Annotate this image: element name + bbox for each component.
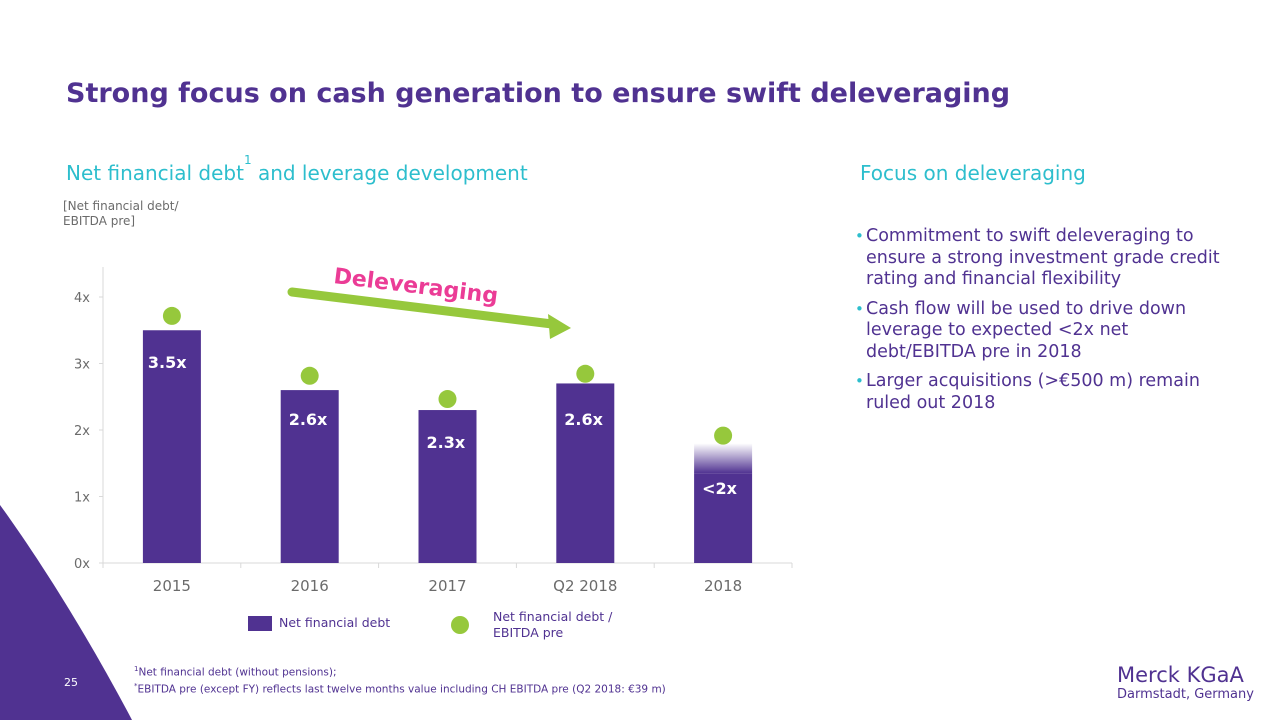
bullet-item: • Commitment to swift deleveraging to ens… (855, 226, 1235, 291)
x-tick-label: 2016 (291, 577, 329, 595)
bar (556, 383, 615, 563)
chart-heading: Net financial debt1 and leverage develop… (66, 153, 528, 185)
ratio-point (576, 364, 595, 383)
logo-city: Darmstadt, Germany (1117, 687, 1254, 702)
footnote-1: 1Net financial debt (without pensions); (134, 663, 666, 680)
bullet-list: • Commitment to swift deleveraging to ens… (855, 226, 1235, 422)
footnote-2-marker: * (134, 681, 138, 690)
decorative-corner-shape (0, 505, 132, 720)
bar (142, 330, 201, 563)
x-tick-label: Q2 2018 (553, 577, 617, 595)
y-tick-label: 0x (74, 557, 90, 572)
leverage-chart: 0x 1x 2x 3x 4x 3.5x 2.6x 2.3x 2.6x * <2x 2015 2016 20… (74, 264, 793, 595)
bullet-item: • Cash flow will be used to drive down le… (855, 299, 1235, 364)
y-tick-label: 3x (74, 358, 90, 373)
bar-fade (694, 443, 753, 474)
legend-dot-label: Net financial debt / EBITDA pre (493, 609, 613, 640)
legend-bar-swatch (248, 615, 272, 631)
bar (280, 390, 339, 563)
right-heading: Focus on deleveraging (860, 161, 1086, 185)
bar (418, 410, 477, 563)
deleveraging-arrowhead-icon (548, 314, 571, 339)
bullet-item: • Larger acquisitions (>€500 m) remain ru… (855, 371, 1235, 414)
bullet-dot-icon: • (855, 227, 864, 245)
chart-heading-text: Net financial debt (66, 161, 244, 185)
x-tick-label: 2018 (704, 577, 742, 595)
x-tick-label: 2017 (428, 577, 466, 595)
chart-heading-rest: and leverage development (257, 161, 528, 185)
ratio-point (714, 426, 733, 445)
unit-label: [Net financial debt/ EBITDA pre] (63, 199, 179, 228)
deleveraging-arrow-shaft (287, 287, 557, 329)
legend-dot-item: Net financial debt / EBITDA pre (451, 609, 612, 641)
ratio-point (300, 366, 319, 385)
footnote-1-marker: 1 (134, 665, 139, 673)
data-label: 2.6x (564, 410, 603, 429)
y-tick-label: 1x (74, 491, 90, 506)
data-label: 2.6x (289, 410, 328, 429)
legend-dot-swatch (451, 616, 469, 634)
ratio-point (162, 306, 181, 325)
bullet-dot-icon: • (855, 372, 864, 390)
ratio-point (438, 390, 457, 409)
bullet-text: Larger acquisitions (>€500 m) remain rul… (866, 371, 1200, 413)
data-label: 2.3x (427, 433, 466, 452)
legend-bar-item: Net financial debt (248, 615, 390, 631)
y-tick-label: 2x (74, 424, 90, 439)
data-label-footnote-mark: * (607, 406, 613, 420)
chart-heading-superscript: 1 (243, 153, 252, 167)
footnote-2-text: EBITDA pre (except FY) reflects last twe… (137, 683, 666, 695)
footnote-1-text: Net financial debt (without pensions); (138, 666, 337, 679)
data-label: <2x (702, 479, 738, 498)
x-tick-label: 2015 (153, 577, 191, 595)
bullet-text: Commitment to swift deleveraging to ensu… (866, 226, 1220, 289)
legend-bar-label: Net financial debt (279, 615, 391, 630)
page-title: Strong focus on cash generation to ensur… (66, 78, 1011, 109)
footnote-2: *EBITDA pre (except FY) reflects last tw… (134, 680, 666, 697)
page-number: 25 (64, 676, 78, 689)
data-label: 3.5x (148, 353, 187, 372)
company-logo: Merck KGaA Darmstadt, Germany (1117, 663, 1254, 703)
bullet-text: Cash flow will be used to drive down lev… (866, 298, 1187, 362)
y-tick-label: 4x (74, 291, 90, 306)
bar (694, 473, 753, 563)
logo-name: Merck KGaA (1117, 663, 1244, 687)
footnotes: 1Net financial debt (without pensions); … (134, 663, 666, 696)
bullet-dot-icon: • (855, 299, 864, 318)
